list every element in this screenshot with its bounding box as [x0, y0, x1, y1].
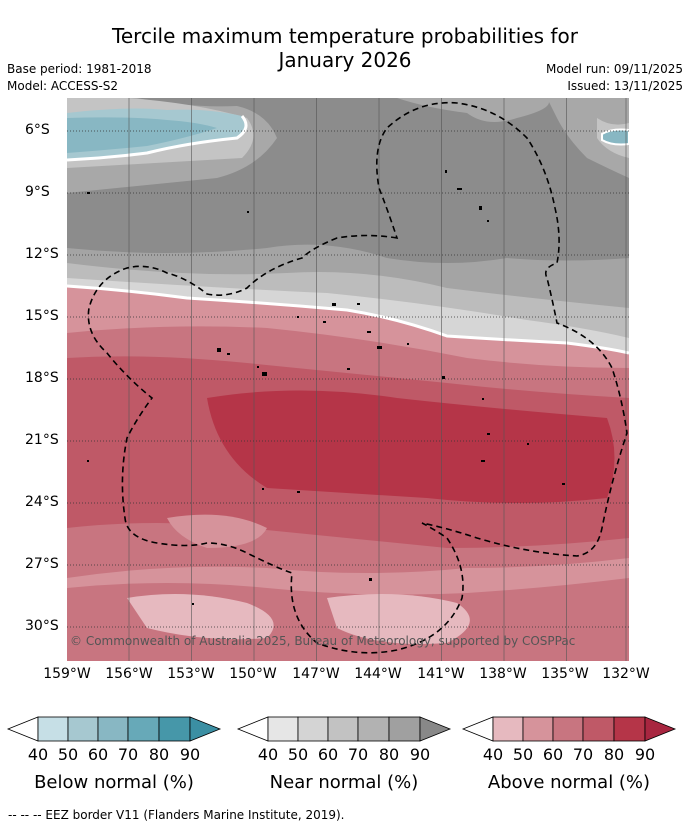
- map-svg: [67, 98, 629, 661]
- lat-tick: 18°S: [25, 370, 59, 386]
- eez-border: [87, 101, 628, 654]
- colorbar-near-swatch: [236, 716, 269, 742]
- eez-footnote: -- -- -- EEZ border V11 (Flanders Marine…: [8, 808, 345, 822]
- colorbar-tick: 70: [572, 745, 594, 764]
- colorbar-tick: 50: [287, 745, 309, 764]
- colorbar-near-label: Near normal (%): [269, 772, 419, 793]
- colorbar-tick: 60: [317, 745, 339, 764]
- colorbar-tick: 40: [27, 745, 49, 764]
- lon-tick: 144°W: [354, 666, 402, 682]
- lat-tick: 27°S: [25, 556, 59, 572]
- lon-tick: 135°W: [541, 666, 589, 682]
- colorbar-below: [6, 716, 222, 742]
- lat-tick: 21°S: [25, 432, 59, 448]
- lon-tick: 159°W: [43, 666, 91, 682]
- copyright-credit: © Commonwealth of Australia 2025, Bureau…: [70, 634, 576, 648]
- islands: [87, 170, 565, 605]
- lon-tick: 141°W: [417, 666, 465, 682]
- colorbar-above-swatch: [461, 716, 494, 742]
- colorbar-near-swatch: [388, 716, 421, 742]
- model-run: Model run: 09/11/2025: [545, 62, 683, 76]
- colorbar-near-swatch: [267, 716, 299, 742]
- colorbar-above-swatch: [492, 716, 524, 742]
- colorbar-tick: 90: [634, 745, 656, 764]
- colorbar-tick: 80: [148, 745, 170, 764]
- colorbar-above-swatch: [582, 716, 615, 742]
- colorbar-tick: 80: [603, 745, 625, 764]
- colorbar-tick: 50: [57, 745, 79, 764]
- lat-tick: 9°S: [25, 184, 50, 200]
- colorbar-below-swatch: [158, 716, 191, 742]
- colorbar-above-swatch: [552, 716, 584, 742]
- graticule: [128, 98, 627, 661]
- colorbar-below-swatch: [6, 716, 39, 742]
- lat-tick: 12°S: [25, 246, 59, 262]
- colorbar-tick: 90: [409, 745, 431, 764]
- colorbar-near-swatch: [419, 716, 452, 742]
- colorbar-tick: 60: [87, 745, 109, 764]
- lon-tick: 138°W: [479, 666, 527, 682]
- lat-tick: 15°S: [25, 308, 59, 324]
- colorbar-near-swatch: [327, 716, 359, 742]
- colorbar-below-swatch: [37, 716, 69, 742]
- colorbar-tick: 90: [179, 745, 201, 764]
- lon-tick: 156°W: [105, 666, 153, 682]
- chart-title-line1: Tercile maximum temperature probabilitie…: [112, 24, 578, 48]
- colorbar-below-swatch: [127, 716, 160, 742]
- colorbar-tick: 60: [542, 745, 564, 764]
- lon-tick: 132°W: [602, 666, 650, 682]
- colorbars: [6, 716, 677, 742]
- colorbar-above-swatch: [613, 716, 646, 742]
- lat-tick: 30°S: [25, 618, 59, 634]
- colorbar-above-label: Above normal (%): [487, 772, 651, 793]
- lat-tick: 24°S: [25, 494, 59, 510]
- lon-tick: 150°W: [229, 666, 277, 682]
- colorbar-tick: 40: [257, 745, 279, 764]
- colorbar-below-swatch: [189, 716, 222, 742]
- colorbar-above-swatch: [522, 716, 554, 742]
- model-name: Model: ACCESS-S2: [7, 79, 119, 93]
- colorbar-above: [461, 716, 677, 742]
- colorbar-near-swatch: [297, 716, 329, 742]
- colorbar-below-label: Below normal (%): [34, 772, 194, 793]
- colorbar-near-swatch: [357, 716, 390, 742]
- lon-tick: 147°W: [292, 666, 340, 682]
- colorbar-below-swatch: [97, 716, 129, 742]
- lon-tick: 153°W: [167, 666, 215, 682]
- colorbar-tick: 70: [347, 745, 369, 764]
- issued-date: Issued: 13/11/2025: [567, 79, 683, 93]
- colorbar-tick: 40: [482, 745, 504, 764]
- colorbar-tick: 80: [378, 745, 400, 764]
- base-period: Base period: 1981-2018: [7, 62, 152, 76]
- chart-title-line2: January 2026: [278, 48, 412, 72]
- probability-map: [67, 98, 629, 661]
- colorbar-near: [236, 716, 452, 742]
- lat-tick: 6°S: [25, 122, 50, 138]
- colorbar-tick: 70: [117, 745, 139, 764]
- colorbar-below-swatch: [67, 716, 99, 742]
- colorbar-above-swatch: [644, 716, 677, 742]
- colorbar-tick: 50: [512, 745, 534, 764]
